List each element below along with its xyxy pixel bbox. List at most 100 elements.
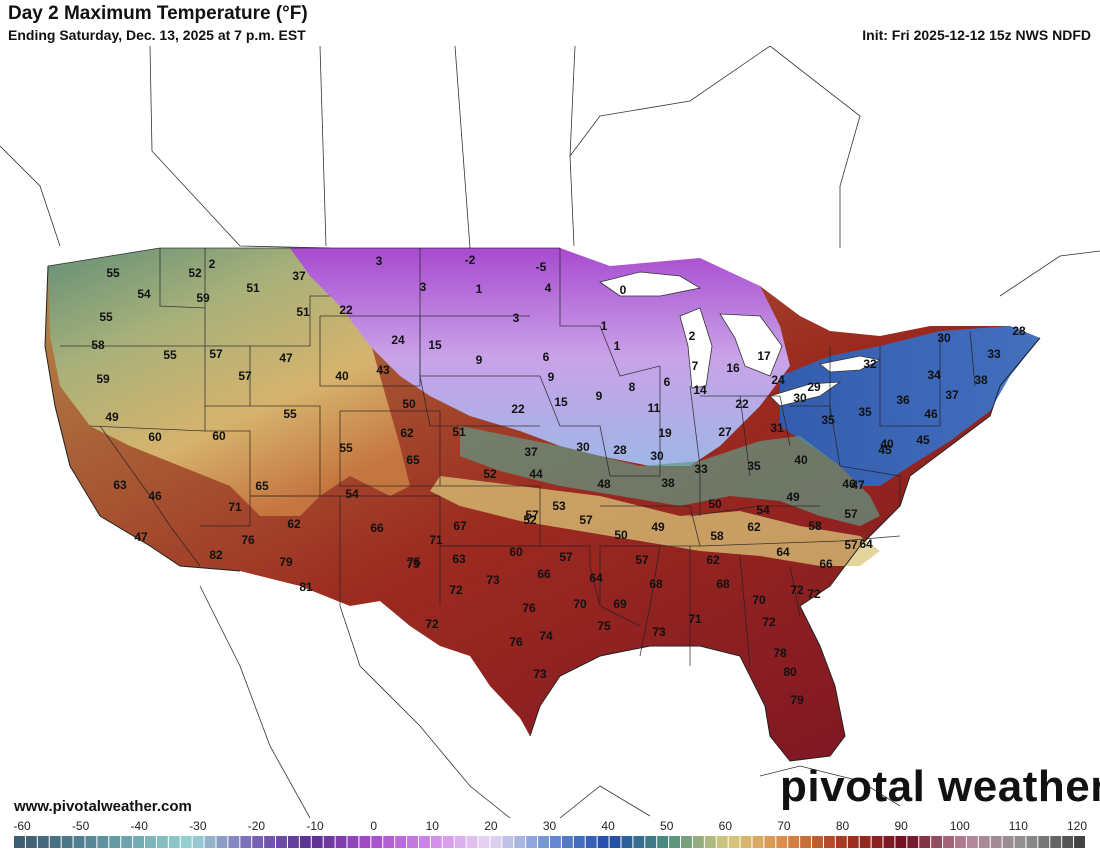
temperature-point-label: 64 [589, 571, 603, 585]
temperature-point-label: 54 [137, 287, 151, 301]
color-legend-swatch [692, 836, 704, 848]
map-header: Day 2 Maximum Temperature (°F) Ending Sa… [0, 0, 1100, 46]
temperature-point-label: 57 [844, 538, 858, 552]
temperature-point-label: 35 [821, 413, 835, 427]
temperature-point-label: 57 [559, 550, 573, 564]
temperature-point-label: 47 [851, 478, 865, 492]
color-legend-swatch [442, 836, 454, 848]
temperature-point-label: 9 [548, 370, 555, 384]
temperature-point-label: 49 [651, 520, 665, 534]
temperature-point-label: 30 [793, 391, 807, 405]
temperature-point-label: 60 [148, 430, 162, 444]
temperature-point-label: 72 [807, 587, 821, 601]
temperature-point-label: 15 [554, 395, 568, 409]
temperature-point-label: 3 [376, 254, 383, 268]
color-legend-swatch [954, 836, 966, 848]
color-legend-swatch [859, 836, 871, 848]
color-legend-swatch [14, 836, 25, 848]
temperature-point-label: 55 [283, 407, 297, 421]
color-legend-swatch [871, 836, 883, 848]
color-legend-tick: 100 [949, 819, 970, 833]
temperature-point-label: 9 [476, 353, 483, 367]
temperature-point-label: 72 [449, 583, 463, 597]
color-legend-tick: -30 [189, 819, 207, 833]
temperature-point-label: 1 [476, 282, 483, 296]
color-legend-swatch [371, 836, 383, 848]
temperature-point-label: 68 [716, 577, 730, 591]
color-legend-swatch [1014, 836, 1026, 848]
temperature-point-label: 58 [808, 519, 822, 533]
color-legend-swatch [788, 836, 800, 848]
temperature-point-label: 2 [209, 257, 216, 271]
temperature-point-label: 59 [196, 291, 210, 305]
color-legend-swatch [990, 836, 1002, 848]
temperature-point-label: 73 [652, 625, 666, 639]
temperature-point-label: 73 [533, 667, 547, 681]
temperature-point-label: 70 [752, 593, 766, 607]
temperature-point-label: 72 [425, 617, 439, 631]
color-legend-swatch [514, 836, 526, 848]
color-legend-swatch [645, 836, 657, 848]
color-legend-swatch [812, 836, 823, 848]
temperature-point-label: 40 [794, 453, 808, 467]
map-title: Day 2 Maximum Temperature (°F) [8, 3, 308, 24]
temperature-point-label: 64 [859, 537, 873, 551]
temperature-point-label: 72 [790, 583, 804, 597]
temperature-point-label: 74 [539, 629, 553, 643]
temperature-point-label: 38 [974, 373, 988, 387]
color-legend-swatch [704, 836, 716, 848]
temperature-point-label: 47 [134, 530, 148, 544]
temperature-point-label: 30 [650, 449, 664, 463]
temperature-point-label: 43 [376, 363, 390, 377]
color-legend-tick: 60 [718, 819, 733, 833]
color-legend-swatch [1050, 836, 1062, 848]
color-legend-swatch [192, 836, 204, 848]
temperature-point-label: 65 [255, 479, 269, 493]
color-legend-swatch [895, 836, 907, 848]
color-legend-swatch [1026, 836, 1038, 848]
temperature-point-label: 22 [511, 402, 525, 416]
temperature-point-label: 67 [453, 519, 467, 533]
temperature-point-label: 71 [228, 500, 242, 514]
temperature-point-label: 75 [406, 557, 420, 571]
color-legend-swatch [478, 836, 490, 848]
temperature-point-label: 51 [246, 281, 260, 295]
color-legend-swatch [1002, 836, 1014, 848]
temperature-point-label: 52 [523, 513, 537, 527]
color-legend-swatch [740, 836, 752, 848]
temperature-point-label: 27 [718, 425, 732, 439]
temperature-point-label: 66 [819, 557, 833, 571]
temperature-point-label: 50 [402, 397, 416, 411]
temperature-point-label: 63 [113, 478, 127, 492]
color-legend-swatch [311, 836, 323, 848]
neighbor-borders [0, 46, 1100, 818]
temperature-point-label: 69 [613, 597, 627, 611]
temperature-point-label: 4 [545, 281, 552, 295]
temperature-point-label: 81 [299, 580, 313, 594]
color-legend-swatch [276, 836, 287, 848]
temperature-point-label: 29 [807, 380, 821, 394]
temperature-point-label: 76 [522, 601, 536, 615]
color-legend-swatch [609, 836, 621, 848]
temperature-point-label: 66 [370, 521, 384, 535]
us-transition-band [460, 426, 880, 526]
temperature-point-label: 46 [924, 407, 938, 421]
color-legend-swatch [228, 836, 240, 848]
color-legend-tick: -10 [306, 819, 324, 833]
color-legend-swatch [943, 836, 954, 848]
color-legend-swatch [466, 836, 478, 848]
temperature-point-label: 68 [649, 577, 663, 591]
temperature-point-label: 57 [209, 347, 223, 361]
temperature-point-label: 54 [345, 487, 359, 501]
color-legend-swatch [180, 836, 192, 848]
color-legend-swatch [919, 836, 931, 848]
temperature-point-label: 19 [658, 426, 672, 440]
color-legend-swatch [669, 836, 681, 848]
temperature-point-label: 58 [91, 338, 105, 352]
color-legend-swatch [550, 836, 561, 848]
temperature-point-label: 70 [573, 597, 587, 611]
color-legend-swatch [204, 836, 216, 848]
color-legend-tick: -60 [13, 819, 31, 833]
